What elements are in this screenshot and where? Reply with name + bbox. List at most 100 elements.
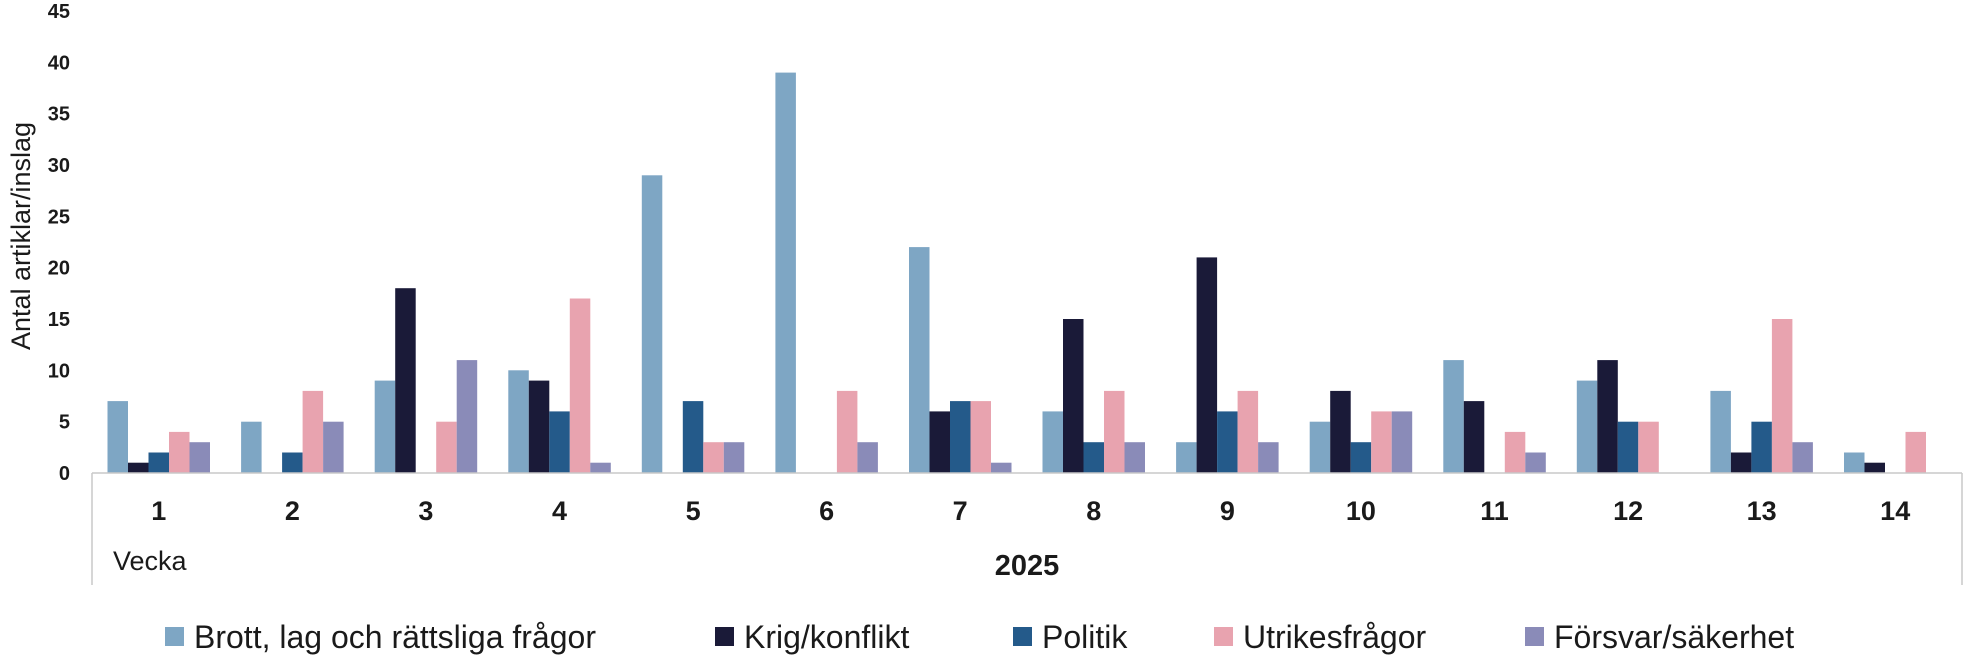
bar [1525,452,1546,473]
bar [1391,411,1413,473]
year-group-label: 2025 [995,550,1060,582]
x-tick-label: 1 [151,496,166,526]
bar [508,370,529,473]
legend-swatch [1013,627,1032,646]
bar [703,442,724,473]
bar [1771,319,1793,473]
legend-swatch [165,627,184,646]
bar [1730,452,1752,473]
bar [723,442,745,473]
bar [107,401,128,473]
bar [241,421,262,473]
axes [91,472,1963,585]
bar [970,401,991,473]
x-tick-label: 8 [1086,496,1101,526]
bar [1309,421,1331,473]
legend-label: Försvar/säkerhet [1554,619,1794,655]
legend-item: Utrikesfrågor [1214,619,1427,655]
y-tick-label: 45 [48,1,70,23]
bar [456,360,478,473]
legend-label: Brott, lag och rättsliga frågor [194,619,596,655]
bar [148,452,169,473]
y-tick-label: 25 [48,206,70,228]
x-tick-label: 10 [1346,496,1376,526]
x-axis-ticks: 1 2 3 4 5 6 7 8 9 10 11 12 13 14 [151,496,1910,526]
bar [641,175,663,474]
y-tick-label: 5 [59,412,70,434]
legend-label: Krig/konflikt [744,619,910,655]
legend-swatch [715,627,734,646]
legend: Brott, lag och rättsliga frågor Krig/konf… [165,619,1794,655]
bar [302,390,324,473]
x-tick-label: 6 [819,496,834,526]
bar [1196,257,1218,473]
x-axis-label: Vecka [113,546,188,576]
bar [991,462,1012,473]
bar [909,247,930,473]
bar [1063,319,1084,473]
x-tick-label: 7 [953,496,968,526]
bar [836,390,858,473]
bar [1792,442,1813,473]
bar [1237,390,1259,473]
bar [775,72,796,473]
x-tick-label: 11 [1480,496,1509,526]
y-axis-ticks: 0 5 10 15 20 25 30 35 40 45 [48,1,70,485]
legend-swatch [1214,627,1233,646]
y-tick-label: 35 [48,104,70,126]
bar [374,380,396,473]
x-tick-label: 13 [1747,496,1777,526]
bar [169,431,190,473]
bar [189,442,210,473]
bar [1124,442,1145,473]
bar [1176,442,1197,473]
x-tick-label: 4 [552,496,567,526]
bar [1083,442,1104,473]
legend-item: Politik [1013,619,1128,655]
y-tick-label: 0 [59,463,70,485]
bar [682,401,704,473]
bar [1617,421,1639,473]
y-tick-label: 10 [48,360,70,382]
bar [1844,452,1865,473]
x-tick-label: 3 [418,496,433,526]
x-tick-label: 12 [1613,496,1643,526]
bar [1443,360,1464,473]
legend-item: Brott, lag och rättsliga frågor [165,619,596,655]
y-tick-label: 15 [48,309,70,331]
bar [1350,442,1372,473]
bar [950,401,971,473]
bar [1330,390,1351,473]
bar [1217,411,1238,473]
y-tick-label: 40 [48,52,70,74]
bar [436,421,457,473]
x-tick-label: 5 [686,496,701,526]
y-tick-label: 20 [48,258,70,280]
legend-item: Försvar/säkerhet [1525,619,1794,655]
bar [1371,411,1392,473]
bar [323,421,344,473]
bar [569,298,591,473]
x-tick-label: 2 [285,496,300,526]
legend-item: Krig/konflikt [715,619,910,655]
bar [1104,390,1125,473]
legend-label: Utrikesfrågor [1243,619,1427,655]
legend-swatch [1525,627,1544,646]
bar [590,462,611,473]
bar [1042,411,1063,473]
x-tick-label: 9 [1220,496,1235,526]
bar [1504,431,1526,473]
bar [528,380,550,473]
bar [1905,431,1926,473]
y-tick-label: 30 [48,155,70,177]
bar [549,411,570,473]
bars [107,72,1926,474]
bar [1710,390,1731,473]
bar [1258,442,1279,473]
y-axis-label: Antal artiklar/inslag [6,122,36,350]
bar [1463,401,1485,473]
bar [395,288,416,473]
bar [1597,360,1618,473]
bar [1638,421,1659,473]
